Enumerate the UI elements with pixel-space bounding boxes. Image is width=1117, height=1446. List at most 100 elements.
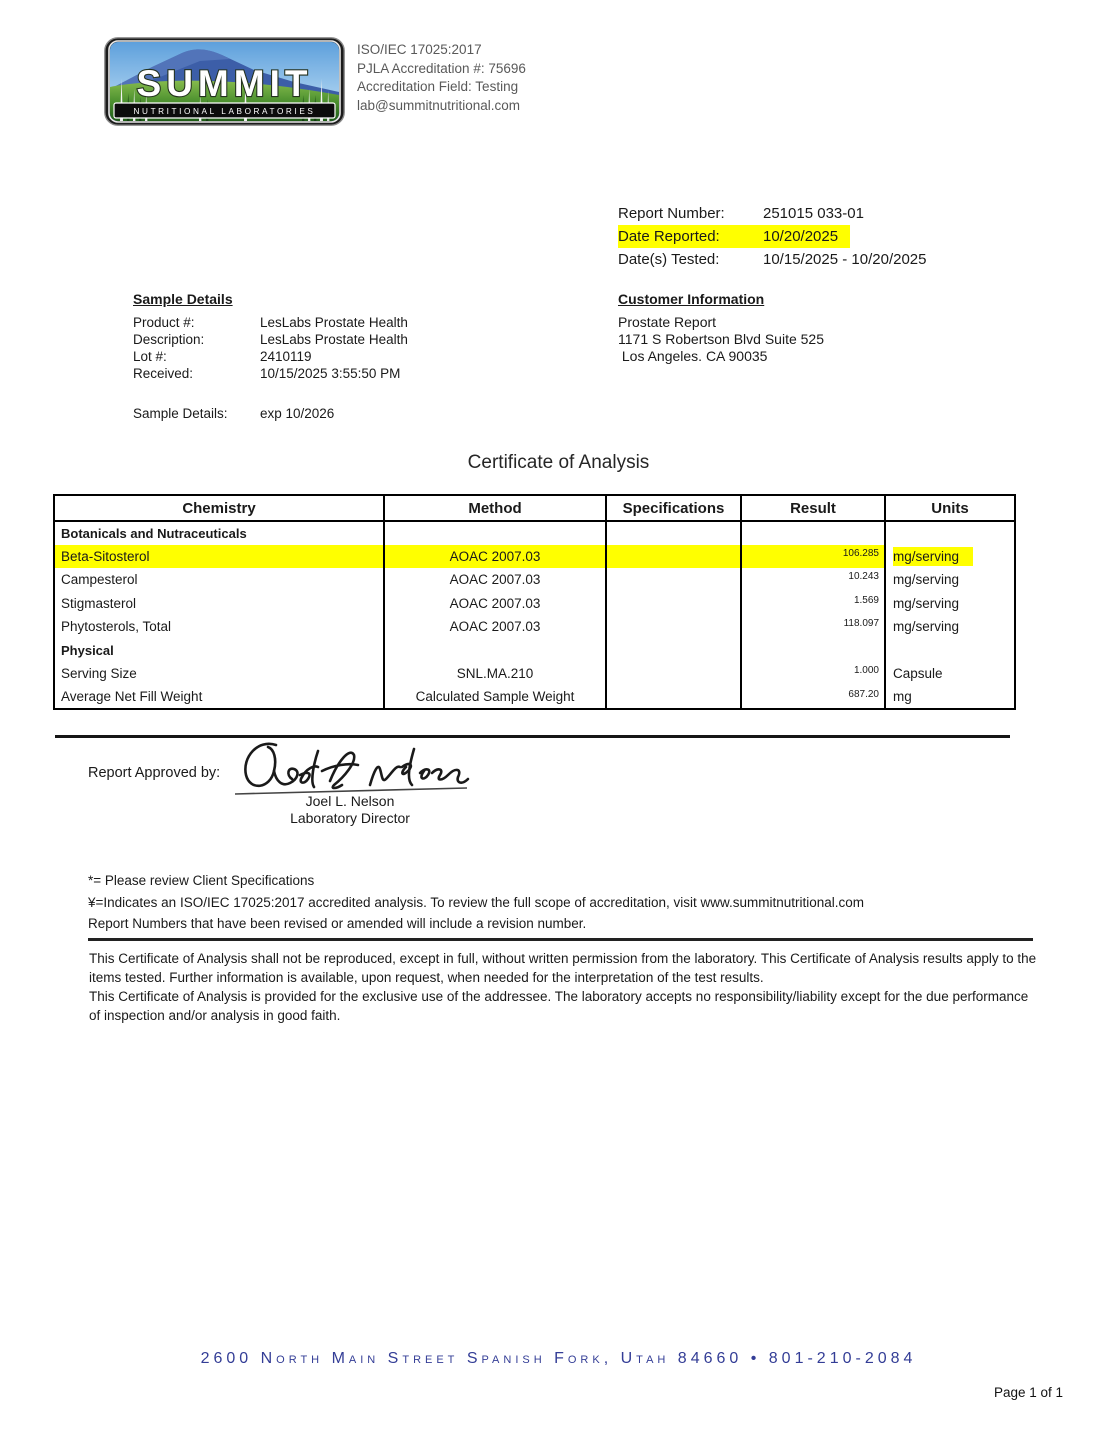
- footnote-client-specifications: *= Please review Client Specifications: [88, 873, 315, 888]
- disclaimer: This Certificate of Analysis shall not b…: [89, 949, 1041, 1025]
- customer-information-section: Customer Information Prostate Report 117…: [618, 291, 824, 365]
- spec-value: [605, 591, 742, 615]
- method-value: AOAC 2007.03: [383, 568, 607, 592]
- lot-number-row: Lot #: 2410119: [133, 348, 408, 365]
- customer-address-line1: 1171 S Robertson Blvd Suite 525: [618, 331, 824, 347]
- analyte-name: Serving Size: [53, 662, 385, 686]
- lab-address-footer: 2600 North Main Street Spanish Fork, Uta…: [200, 1350, 917, 1367]
- lab-email: lab@summitnutritional.com: [357, 97, 521, 113]
- product-number-label: Product #:: [133, 315, 195, 330]
- results-table: Chemistry Method Specifications Result U…: [53, 494, 1016, 710]
- col-header-result: Result: [740, 494, 886, 522]
- spec-value: [605, 662, 742, 686]
- col-header-units: Units: [884, 494, 1016, 522]
- customer-address-line2: Los Angeles. CA 90035: [618, 348, 768, 364]
- customer-name: Prostate Report: [618, 314, 717, 330]
- table-row-serving-size: Serving Size SNL.MA.210 1.000 Capsule: [53, 662, 1016, 686]
- date-reported-value: 10/20/2025: [763, 228, 839, 245]
- date-reported-row: Date Reported: 10/20/2025: [618, 225, 851, 248]
- col-header-method: Method: [383, 494, 607, 522]
- analyte-name: Stigmasterol: [53, 591, 385, 615]
- report-number-label: Report Number:: [618, 205, 725, 222]
- method-value: AOAC 2007.03: [383, 615, 607, 639]
- lot-number-label: Lot #:: [133, 349, 167, 364]
- sample-details-section: Sample Details Product #: LesLabs Prosta…: [133, 291, 408, 422]
- analyte-name: Beta-Sitosterol: [53, 544, 385, 568]
- section-row-physical: Physical: [53, 638, 1016, 662]
- accreditation-field: Accreditation Field: Testing: [357, 79, 519, 94]
- result-value: 118.097: [740, 615, 886, 639]
- result-value: 10.243: [740, 568, 886, 592]
- horizontal-rule: [55, 735, 1010, 738]
- received-label: Received:: [133, 366, 194, 381]
- result-value: 1.569: [740, 591, 886, 615]
- product-number-row: Product #: LesLabs Prostate Health: [133, 314, 408, 331]
- report-info: Report Number: 251015 033-01 Date Report…: [618, 202, 938, 271]
- lot-number-value: 2410119: [260, 349, 312, 364]
- col-header-specifications: Specifications: [605, 494, 742, 522]
- result-value: 1.000: [740, 662, 886, 686]
- section-label: Physical: [53, 638, 385, 662]
- footnotes: *= Please review Client Specifications ¥…: [88, 870, 864, 935]
- units-value: mg/serving: [884, 591, 1016, 615]
- received-row: Received: 10/15/2025 3:55:50 PM: [133, 365, 408, 382]
- accreditation-standard: ISO/IEC 17025:2017: [357, 42, 482, 57]
- footnote-revision-numbers: Report Numbers that have been revised or…: [88, 916, 587, 931]
- description-value: LesLabs Prostate Health: [260, 332, 408, 347]
- product-number-value: LesLabs Prostate Health: [260, 315, 408, 330]
- dates-tested-value: 10/15/2025 - 10/20/2025: [763, 251, 927, 268]
- units-value: mg: [884, 685, 1016, 709]
- spec-value: [605, 568, 742, 592]
- table-row-average-net-fill-weight: Average Net Fill Weight Calculated Sampl…: [53, 685, 1016, 709]
- accreditation-number: PJLA Accreditation #: 75696: [357, 60, 526, 76]
- report-number-value: 251015 033-01: [763, 205, 864, 222]
- report-number-row: Report Number: 251015 033-01: [618, 202, 876, 225]
- method-value: AOAC 2007.03: [383, 544, 607, 568]
- sample-details-heading: Sample Details: [133, 291, 233, 307]
- sample-notes-value: exp 10/2026: [260, 406, 335, 421]
- date-reported-label: Date Reported:: [618, 228, 720, 245]
- table-header-row: Chemistry Method Specifications Result U…: [53, 494, 1016, 522]
- sample-notes-row: Sample Details: exp 10/2026: [133, 405, 408, 422]
- col-header-chemistry: Chemistry: [53, 494, 385, 522]
- signature: [230, 737, 470, 806]
- table-row-stigmasterol: Stigmasterol AOAC 2007.03 1.569 mg/servi…: [53, 591, 1016, 615]
- accreditation-block: ISO/IEC 17025:2017 PJLA Accreditation #:…: [357, 41, 526, 115]
- method-value: Calculated Sample Weight: [383, 685, 607, 709]
- table-row-beta-sitosterol: Beta-Sitosterol AOAC 2007.03 106.285 mg/…: [53, 544, 1016, 568]
- logo-wordmark: SUMMIT: [137, 63, 313, 104]
- method-value: AOAC 2007.03: [383, 591, 607, 615]
- customer-information-heading: Customer Information: [618, 291, 765, 307]
- dates-tested-row: Date(s) Tested: 10/15/2025 - 10/20/2025: [618, 248, 938, 271]
- page-title: Certificate of Analysis: [467, 452, 650, 473]
- analyte-name: Average Net Fill Weight: [53, 685, 385, 709]
- spec-value: [605, 615, 742, 639]
- summit-logo: SUMMIT NUTRITIONAL LABORATORIES: [104, 37, 345, 126]
- result-value: 106.285: [740, 544, 886, 568]
- analyte-name: Phytosterols, Total: [53, 615, 385, 639]
- page-number: Page 1 of 1: [993, 1385, 1063, 1400]
- sample-notes-label: Sample Details:: [133, 406, 228, 421]
- report-approved-by-label: Report Approved by:: [88, 765, 221, 781]
- horizontal-rule: [88, 938, 1033, 941]
- table-row-phytosterols-total: Phytosterols, Total AOAC 2007.03 118.097…: [53, 615, 1016, 639]
- spec-value: [605, 544, 742, 568]
- section-label: Botanicals and Nutraceuticals: [53, 521, 385, 545]
- footnote-accredited-analysis: ¥=Indicates an ISO/IEC 17025:2017 accred…: [88, 894, 865, 910]
- signature-graphic: [234, 742, 470, 795]
- result-value: 687.20: [740, 685, 886, 709]
- signer-name: Joel L. Nelson: [305, 793, 395, 809]
- summit-logo-graphic: SUMMIT NUTRITIONAL LABORATORIES: [104, 37, 345, 126]
- description-label: Description:: [133, 332, 205, 347]
- dates-tested-label: Date(s) Tested:: [618, 251, 720, 268]
- logo-subtitle: NUTRITIONAL LABORATORIES: [134, 107, 316, 116]
- disclaimer-paragraph-1: This Certificate of Analysis shall not b…: [89, 951, 1037, 985]
- units-value: mg/serving: [884, 615, 1016, 639]
- analyte-name: Campesterol: [53, 568, 385, 592]
- disclaimer-paragraph-2: This Certificate of Analysis is provided…: [89, 989, 1029, 1023]
- description-row: Description: LesLabs Prostate Health: [133, 331, 408, 348]
- table-row-campesterol: Campesterol AOAC 2007.03 10.243 mg/servi…: [53, 568, 1016, 592]
- units-value: Capsule: [884, 662, 1016, 686]
- units-value: mg/serving: [884, 568, 1016, 592]
